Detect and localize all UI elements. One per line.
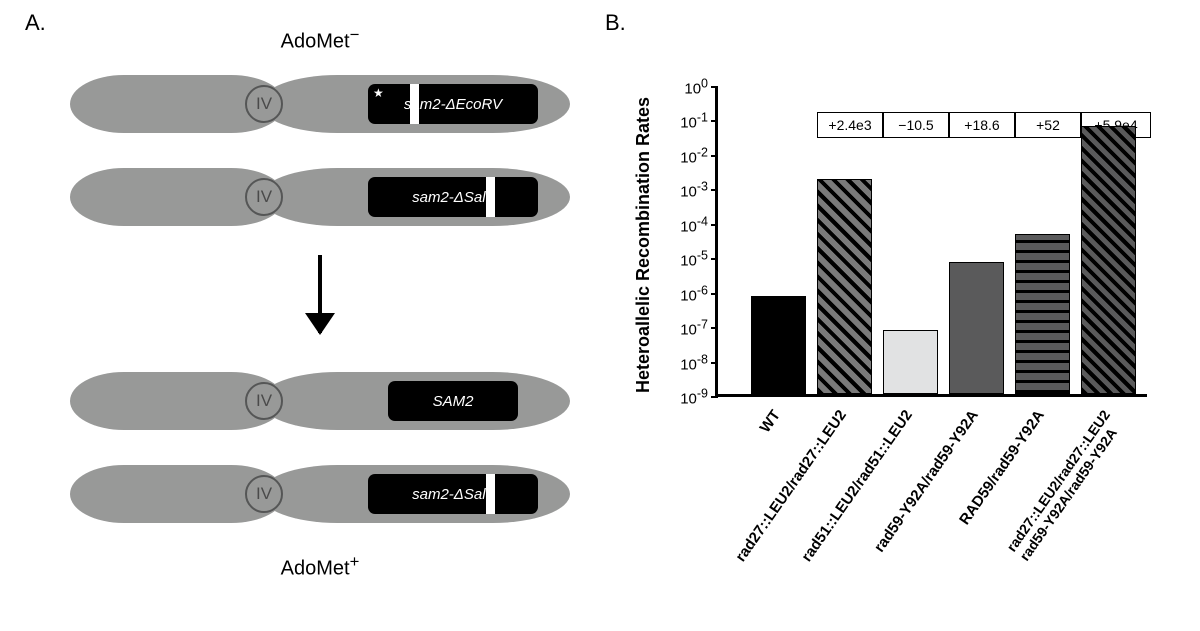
fold-change-box: +52 bbox=[1015, 112, 1081, 138]
fold-change-box: −10.5 bbox=[883, 112, 949, 138]
bar-rad51_rad51 bbox=[883, 330, 938, 394]
y-tick-label: 10-5 bbox=[680, 249, 708, 270]
locus-label: SAM2 bbox=[433, 393, 474, 410]
y-tick bbox=[711, 293, 718, 295]
y-tick bbox=[711, 120, 718, 122]
chromosome-top2: IV sam2-ΔSal I bbox=[70, 168, 570, 226]
fold-change-box: +2.4e3 bbox=[817, 112, 883, 138]
y-tick-label: 10-8 bbox=[680, 352, 708, 373]
y-tick-label: 10-4 bbox=[680, 214, 708, 235]
y-tick-label: 10-2 bbox=[680, 145, 708, 166]
locus-label: sam2-ΔEcoRV bbox=[404, 96, 502, 113]
chromosome-bottom2: IV sam2-ΔSal I bbox=[70, 465, 570, 523]
x-label-rad51_rad51: rad51::LEU2/rad51::LEU2 bbox=[798, 407, 916, 565]
locus-label: sam2-ΔSal I bbox=[412, 189, 494, 206]
y-tick-label: 10-3 bbox=[680, 180, 708, 201]
y-tick-label: 100 bbox=[684, 77, 708, 98]
centromere: IV bbox=[245, 475, 283, 513]
chromosome-bottom1: IV SAM2 bbox=[70, 372, 570, 430]
locus-box: sam2-ΔSal I bbox=[368, 474, 538, 514]
bar-rad27_rad59double bbox=[1081, 126, 1136, 394]
adomet-plus-label: AdoMet+ bbox=[281, 552, 360, 581]
chromosome-top1: IV ★ sam2-ΔEcoRV bbox=[70, 75, 570, 133]
locus-box: SAM2 bbox=[388, 381, 518, 421]
locus-box: sam2-ΔSal I bbox=[368, 177, 538, 217]
y-tick bbox=[711, 224, 718, 226]
bar-WT bbox=[751, 296, 806, 394]
bar-rad27_rad27 bbox=[817, 179, 872, 394]
fold-change-box: +18.6 bbox=[949, 112, 1015, 138]
centromere: IV bbox=[245, 85, 283, 123]
panel-b: Heteroallelic Recombination Rates 10010-… bbox=[615, 25, 1190, 615]
centromere: IV bbox=[245, 178, 283, 216]
star-icon: ★ bbox=[373, 87, 384, 99]
bar-rad59_rad59 bbox=[949, 262, 1004, 394]
y-tick bbox=[711, 396, 718, 398]
y-tick-label: 10-7 bbox=[680, 318, 708, 339]
y-tick-label: 10-1 bbox=[680, 111, 708, 132]
centromere: IV bbox=[245, 382, 283, 420]
recombination-arrow bbox=[318, 255, 322, 333]
y-tick bbox=[711, 362, 718, 364]
y-tick bbox=[711, 327, 718, 329]
y-tick bbox=[711, 86, 718, 88]
x-label-rad27_rad27: rad27::LEU2/rad27::LEU2 bbox=[732, 407, 850, 565]
chart-area: 10010-110-210-310-410-510-610-710-810-9+… bbox=[715, 87, 1147, 397]
bar-RAD59_rad59 bbox=[1015, 234, 1070, 394]
x-label-WT: WT bbox=[757, 407, 784, 436]
adomet-minus-label: AdoMet− bbox=[281, 25, 360, 54]
y-axis-label: Heteroallelic Recombination Rates bbox=[633, 90, 654, 400]
panel-a: AdoMet− IV ★ sam2-ΔEcoRV IV sam2-ΔSal I IV SAM… bbox=[40, 20, 600, 610]
locus-box: ★ sam2-ΔEcoRV bbox=[368, 84, 538, 124]
y-tick bbox=[711, 189, 718, 191]
y-tick bbox=[711, 155, 718, 157]
y-tick bbox=[711, 258, 718, 260]
figure-root: A. B. AdoMet− IV★sam2-ΔEcoRVIVsam2-ΔSal … bbox=[0, 0, 1200, 631]
y-tick-label: 10-9 bbox=[680, 387, 708, 408]
y-tick-label: 10-6 bbox=[680, 283, 708, 304]
locus-label: sam2-ΔSal I bbox=[412, 486, 494, 503]
